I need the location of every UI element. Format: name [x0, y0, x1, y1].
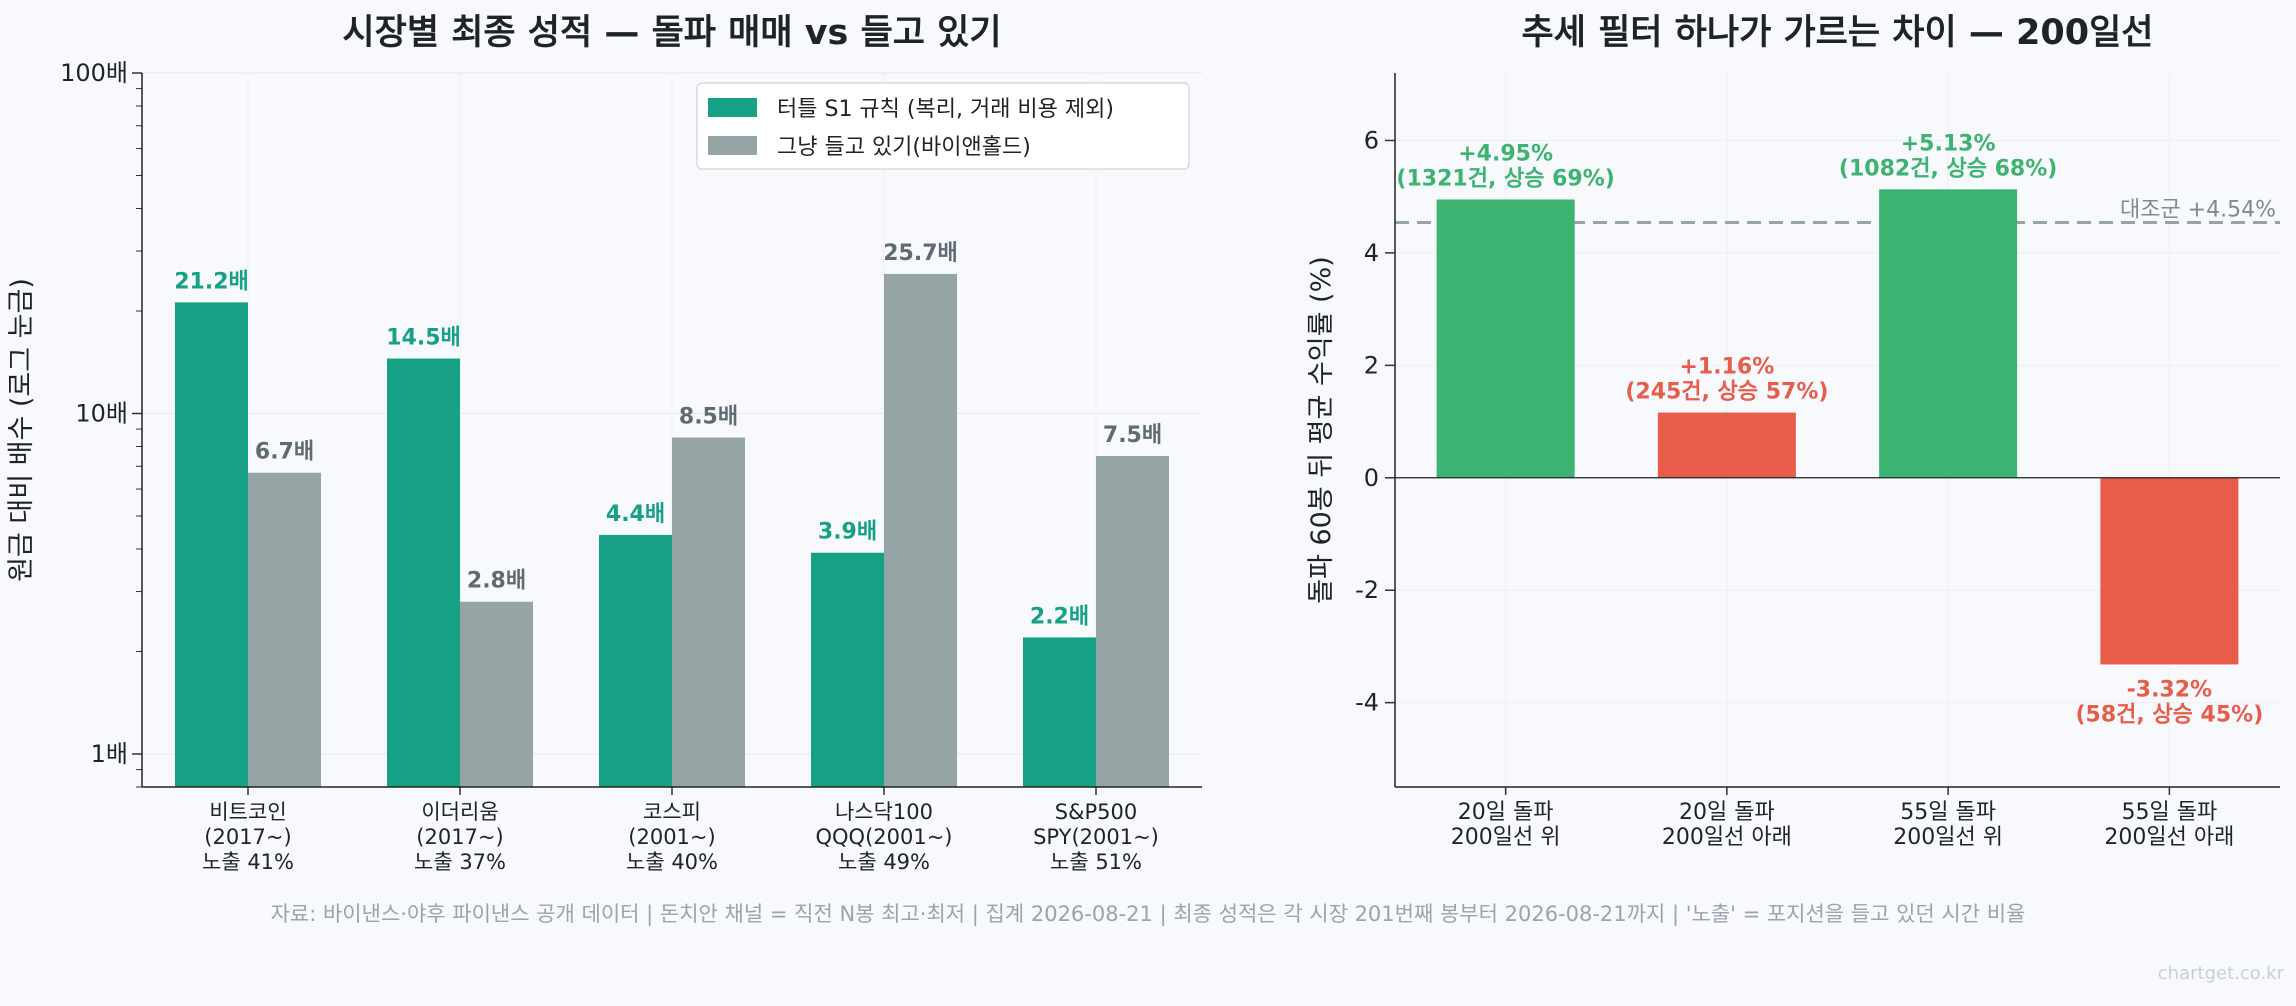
- turtle-bar: [175, 302, 248, 787]
- right-category-label: 55일 돌파: [2122, 800, 2218, 825]
- legend-swatch: [708, 98, 757, 117]
- right-chart-title: 추세 필터 하나가 가르는 차이 — 200일선: [1522, 13, 2154, 53]
- source-footnote: 자료: 바이낸스·야후 파이낸스 공개 데이터 | 돈치안 채널 = 직전 N봉…: [270, 902, 2026, 926]
- right-category-label: 200일선 아래: [1662, 825, 1792, 850]
- turtle-value-label: 2.2배: [1030, 604, 1089, 629]
- turtle-value-label: 14.5배: [386, 326, 461, 351]
- buyhold-value-label: 8.5배: [679, 405, 738, 430]
- right-category-label: 20일 돌파: [1458, 800, 1554, 825]
- right-y-tick-label: 2: [1364, 351, 1379, 379]
- legend-entry: 그냥 들고 있기(바이앤홀드): [777, 135, 1031, 160]
- left-legend: 터틀 S1 규칙 (복리, 거래 비용 제외) 그냥 들고 있기(바이앤홀드): [696, 82, 1190, 170]
- return-value-label: +5.13%: [1901, 131, 1996, 156]
- return-value-label: +4.95%: [1458, 141, 1553, 166]
- right-y-axis-label: 돌파 60봉 뒤 평균 수익률 (%): [1306, 256, 1337, 604]
- left-category-label: QQQ(2001~): [815, 825, 952, 849]
- buyhold-bar: [248, 472, 321, 787]
- right-category-label: 20일 돌파: [1679, 800, 1775, 825]
- left-chart-title: 시장별 최종 성적 — 돌파 매매 vs 들고 있기: [342, 13, 1001, 53]
- left-category-label: (2017~): [416, 825, 503, 849]
- left-category-label: 코스피: [643, 800, 701, 824]
- positive-return-bar: [1657, 412, 1796, 478]
- left-category-label: S&P500: [1055, 800, 1137, 824]
- right-y-tick-label: 6: [1364, 126, 1379, 154]
- buyhold-bar: [884, 273, 957, 788]
- right-y-tick-label: 0: [1364, 464, 1379, 492]
- turtle-bar: [811, 552, 884, 787]
- return-value-label: -3.32%: [2127, 677, 2212, 702]
- left-category-label: (2001~): [628, 825, 715, 849]
- buyhold-value-label: 2.8배: [467, 569, 526, 594]
- left-y-tick-label: 1배: [91, 740, 128, 768]
- right-category-label: 200일선 아래: [2104, 825, 2234, 850]
- left-category-label: 노출 49%: [838, 850, 930, 874]
- buyhold-bar: [1096, 456, 1169, 787]
- return-detail-label: (1082건, 상승 68%): [1839, 156, 2057, 181]
- positive-return-bar: [1436, 199, 1575, 478]
- positive-return-bar: [1879, 189, 2018, 478]
- legend-box: [696, 82, 1190, 170]
- right-category-label: 55일 돌파: [1900, 800, 1996, 825]
- left-category-label: 나스닥100: [835, 800, 933, 824]
- buyhold-bar: [460, 601, 533, 787]
- negative-return-bar: [2100, 477, 2239, 665]
- return-detail-label: (58건, 상승 45%): [2075, 702, 2263, 727]
- legend-swatch: [708, 136, 757, 155]
- turtle-value-label: 3.9배: [818, 520, 877, 545]
- left-category-label: (2017~): [204, 825, 291, 849]
- right-y-tick-label: -2: [1355, 576, 1379, 604]
- return-detail-label: (245건, 상승 57%): [1625, 380, 1828, 405]
- buyhold-value-label: 25.7배: [883, 241, 958, 266]
- left-category-label: 노출 51%: [1050, 850, 1142, 874]
- left-category-label: 노출 37%: [414, 850, 506, 874]
- left-category-label: 이더리움: [421, 800, 498, 824]
- watermark: chartget.co.kr: [2157, 963, 2284, 984]
- left-y-axis-label: 원금 대비 배수 (로그 눈금): [6, 278, 37, 582]
- right-category-label: 200일선 위: [1893, 825, 2003, 850]
- turtle-bar: [1023, 637, 1096, 787]
- turtle-value-label: 21.2배: [174, 269, 249, 294]
- turtle-bar: [599, 534, 672, 787]
- return-value-label: +1.16%: [1679, 355, 1774, 380]
- left-y-tick-label: 100배: [60, 59, 128, 87]
- legend-entry: 터틀 S1 규칙 (복리, 거래 비용 제외): [777, 97, 1114, 122]
- turtle-value-label: 4.4배: [606, 502, 665, 527]
- left-category-label: SPY(2001~): [1033, 825, 1159, 849]
- left-category-label: 비트코인: [209, 800, 286, 824]
- right-y-tick-label: 4: [1364, 239, 1379, 267]
- left-category-label: 노출 41%: [202, 850, 294, 874]
- left-category-label: 노출 40%: [626, 850, 718, 874]
- buyhold-value-label: 6.7배: [255, 440, 314, 465]
- control-reference-label: 대조군 +4.54%: [2120, 198, 2276, 223]
- right-y-tick-label: -4: [1355, 689, 1379, 717]
- right-category-label: 200일선 위: [1451, 825, 1561, 850]
- left-y-tick-label: 10배: [75, 400, 128, 428]
- buyhold-value-label: 7.5배: [1103, 423, 1162, 448]
- return-detail-label: (1321건, 상승 69%): [1396, 166, 1614, 191]
- turtle-bar: [387, 358, 460, 787]
- buyhold-bar: [672, 437, 745, 787]
